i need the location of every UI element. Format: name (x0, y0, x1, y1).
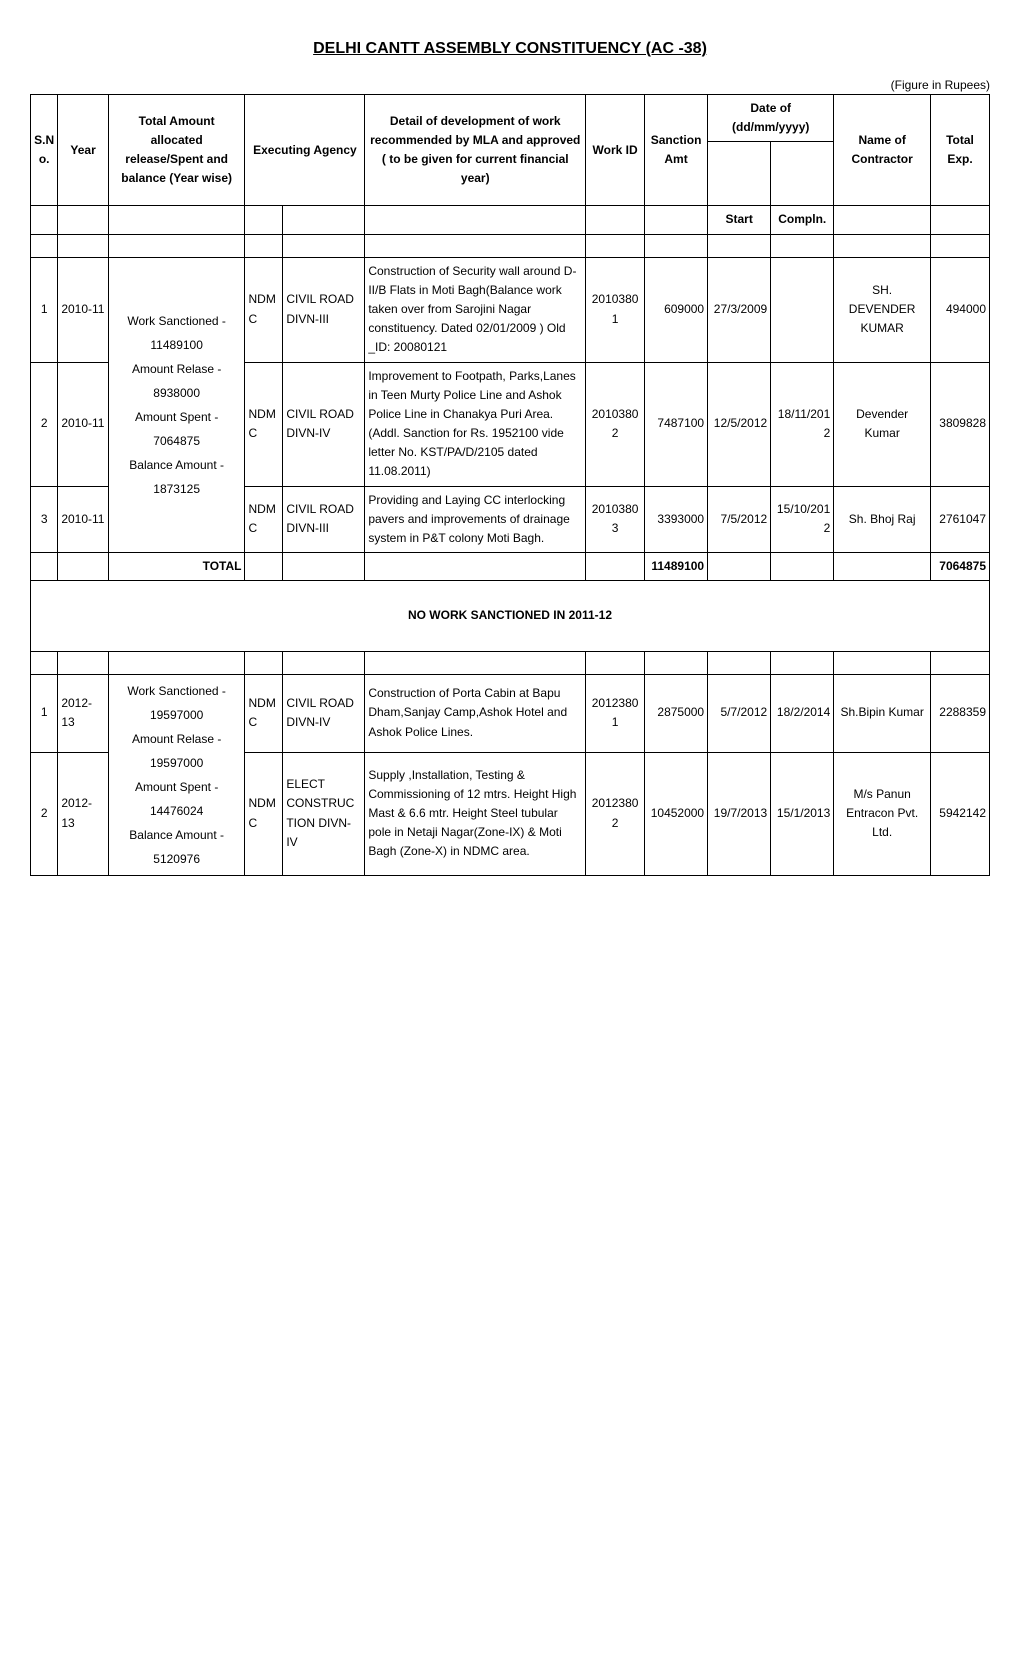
header-start: Start (708, 206, 771, 234)
cell-start: 19/7/2013 (708, 752, 771, 875)
cell-detail: Providing and Laying CC interlocking pav… (365, 486, 586, 553)
amount-line: Amount Relase - 8938000 (112, 357, 242, 405)
cell-detail: Construction of Security wall around D-I… (365, 257, 586, 362)
table-row: 1 2010-11 Work Sanctioned - 11489100 Amo… (31, 257, 990, 362)
cell-agency2: CIVIL ROAD DIVN-III (283, 257, 365, 362)
header-amount: Total Amount allocated release/Spent and… (108, 95, 245, 206)
cell-agency1: NDMC (245, 257, 283, 362)
cell-contractor: Sh. Bhoj Raj (834, 486, 931, 553)
cell-contractor: M/s Panun Entracon Pvt. Ltd. (834, 752, 931, 875)
amount-line: Work Sanctioned - 19597000 (112, 679, 242, 727)
cell-year: 2012-13 (58, 752, 108, 875)
cell-amount: Work Sanctioned - 19597000 Amount Relase… (108, 674, 245, 875)
cell-agency2: CIVIL ROAD DIVN-III (283, 486, 365, 553)
amount-line: Amount Spent - 14476024 (112, 775, 242, 823)
cell-year: 2010-11 (58, 257, 108, 362)
amount-line: 19597000 (112, 751, 242, 775)
header-detail: Detail of development of work recommende… (365, 95, 586, 206)
cell-workid: 20123802 (586, 752, 645, 875)
header-workid: Work ID (586, 95, 645, 206)
amount-line: 7064875 (112, 429, 242, 453)
header-date: Date of (dd/mm/yyyy) (708, 95, 834, 142)
empty-row-2 (31, 651, 990, 674)
cell-sanction: 7487100 (645, 362, 708, 486)
cell-amount: Work Sanctioned - 11489100 Amount Relase… (108, 257, 245, 553)
cell-workid: 20103801 (586, 257, 645, 362)
cell-compln: 15/10/2012 (771, 486, 834, 553)
cell-compln (771, 257, 834, 362)
cell-compln: 18/2/2014 (771, 674, 834, 752)
cell-compln: 18/11/2012 (771, 362, 834, 486)
cell-agency1: NDMC (245, 752, 283, 875)
cell-detail: Supply ,Installation, Testing & Commissi… (365, 752, 586, 875)
figure-note: (Figure in Rupees) (30, 78, 990, 92)
total-exp: 7064875 (931, 553, 990, 581)
cell-agency2: CIVIL ROAD DIVN-IV (283, 362, 365, 486)
cell-year: 2010-11 (58, 362, 108, 486)
cell-contractor: SH. DEVENDER KUMAR (834, 257, 931, 362)
cell-workid: 20103803 (586, 486, 645, 553)
header-year: Year (58, 95, 108, 206)
empty-row-1 (31, 234, 990, 257)
cell-agency1: NDMC (245, 486, 283, 553)
cell-detail: Construction of Porta Cabin at Bapu Dham… (365, 674, 586, 752)
cell-sno: 2 (31, 362, 58, 486)
total-sanction: 11489100 (645, 553, 708, 581)
total-row: TOTAL 11489100 7064875 (31, 553, 990, 581)
header-contractor: Name of Contractor (834, 95, 931, 206)
total-label: TOTAL (108, 553, 245, 581)
cell-sanction: 3393000 (645, 486, 708, 553)
header-row-1: S.No. Year Total Amount allocated releas… (31, 95, 990, 142)
cell-sno: 2 (31, 752, 58, 875)
header-row-2: Start Compln. (31, 206, 990, 234)
cell-agency2: CIVIL ROAD DIVN-IV (283, 674, 365, 752)
page-title: DELHI CANTT ASSEMBLY CONSTITUENCY (AC -3… (30, 40, 990, 58)
cell-start: 5/7/2012 (708, 674, 771, 752)
cell-year: 2010-11 (58, 486, 108, 553)
cell-start: 7/5/2012 (708, 486, 771, 553)
cell-sno: 1 (31, 674, 58, 752)
cell-total: 494000 (931, 257, 990, 362)
cell-total: 2288359 (931, 674, 990, 752)
amount-line: Amount Spent - (112, 405, 242, 429)
cell-agency1: NDMC (245, 674, 283, 752)
cell-total: 3809828 (931, 362, 990, 486)
cell-sanction: 10452000 (645, 752, 708, 875)
header-agency: Executing Agency (245, 95, 365, 206)
header-total: Total Exp. (931, 95, 990, 206)
header-sanction: Sanction Amt (645, 95, 708, 206)
cell-compln: 15/1/2013 (771, 752, 834, 875)
amount-line: Work Sanctioned - 11489100 (112, 309, 242, 357)
cell-sno: 1 (31, 257, 58, 362)
cell-start: 12/5/2012 (708, 362, 771, 486)
cell-contractor: Sh.Bipin Kumar (834, 674, 931, 752)
header-sno: S.No. (31, 95, 58, 206)
cell-total: 5942142 (931, 752, 990, 875)
main-table: S.No. Year Total Amount allocated releas… (30, 94, 990, 876)
no-work-text: NO WORK SANCTIONED IN 2011-12 (31, 581, 990, 651)
cell-start: 27/3/2009 (708, 257, 771, 362)
cell-year: 2012-13 (58, 674, 108, 752)
cell-sanction: 609000 (645, 257, 708, 362)
table-row: 1 2012-13 Work Sanctioned - 19597000 Amo… (31, 674, 990, 752)
no-work-row: NO WORK SANCTIONED IN 2011-12 (31, 581, 990, 651)
cell-agency2: ELECT CONSTRUCTION DIVN-IV (283, 752, 365, 875)
cell-workid: 20123801 (586, 674, 645, 752)
cell-sanction: 2875000 (645, 674, 708, 752)
amount-line: Balance Amount - 1873125 (112, 453, 242, 501)
cell-sno: 3 (31, 486, 58, 553)
header-compln: Compln. (771, 206, 834, 234)
cell-contractor: Devender Kumar (834, 362, 931, 486)
cell-agency1: NDMC (245, 362, 283, 486)
cell-workid: 20103802 (586, 362, 645, 486)
amount-line: Balance Amount - 5120976 (112, 823, 242, 871)
cell-total: 2761047 (931, 486, 990, 553)
cell-detail: Improvement to Footpath, Parks,Lanes in … (365, 362, 586, 486)
amount-line: Amount Relase - (112, 727, 242, 751)
